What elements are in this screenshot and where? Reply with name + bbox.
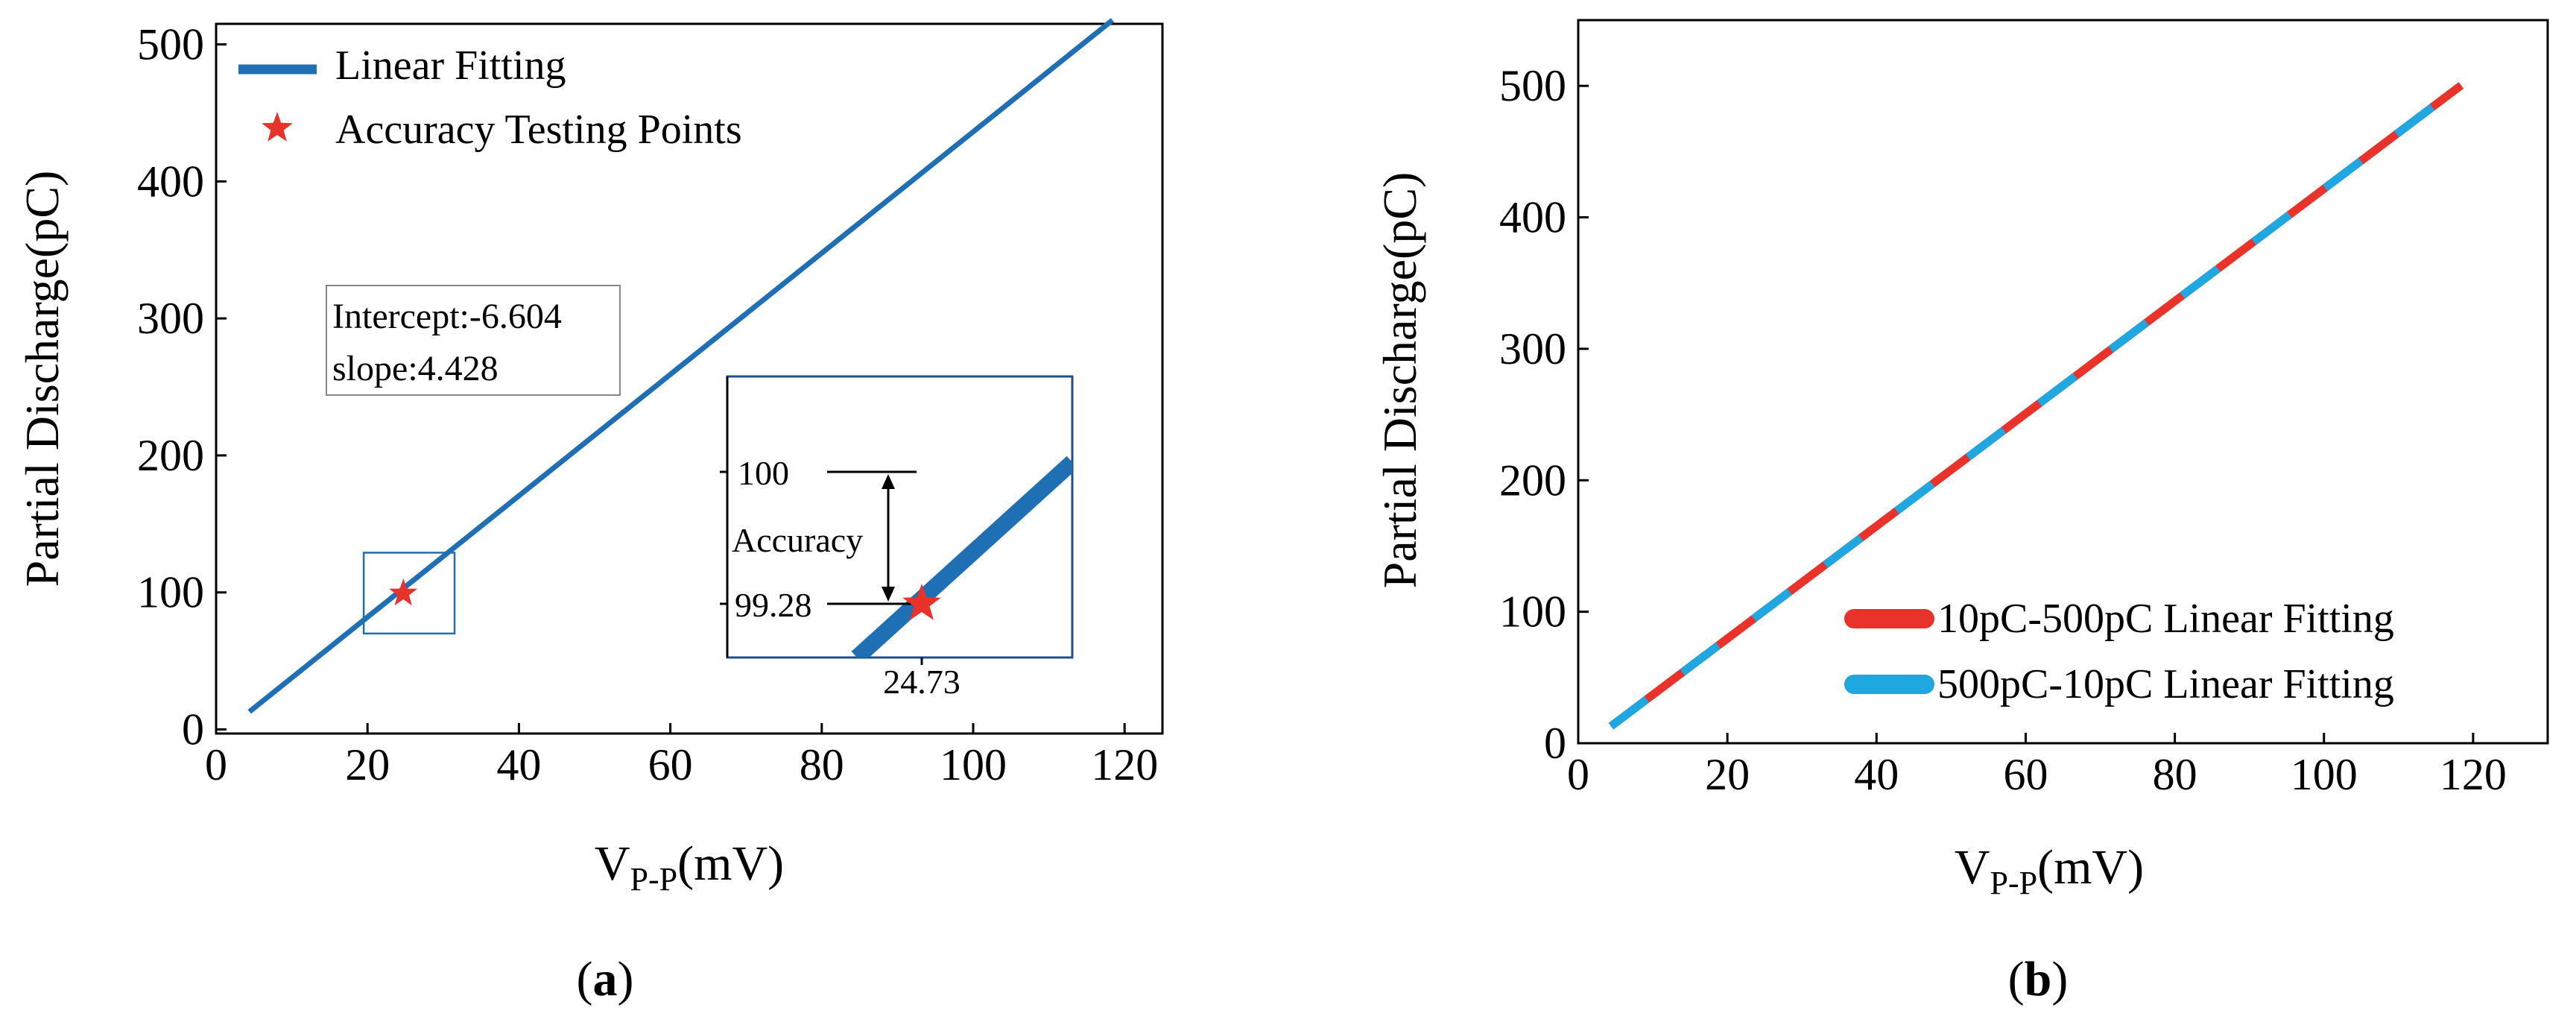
inset-accuracy-label: Accuracy xyxy=(732,521,863,559)
panel-b-legend: 10pC-500pC Linear Fitting 500pC-10pC Lin… xyxy=(1844,596,2394,707)
panel-a-x-ticks: 0 20 40 60 80 100 120 xyxy=(205,723,1158,789)
panel-b-y-axis-label: Partial Discharge(pC) xyxy=(1373,172,1426,589)
panel-b-caption-letter: b xyxy=(2025,952,2052,1006)
panel-b-plot-frame xyxy=(1577,19,2549,745)
legend-linear-fitting-label: Linear Fitting xyxy=(335,42,566,89)
panel-b-y-tick-label: 400 xyxy=(1499,193,1566,242)
intercept-text: Intercept:-6.604 xyxy=(332,297,562,336)
panel-a-x-axis-label: VP-P(mV) xyxy=(595,836,784,898)
panel-b-x-tick-label: 0 xyxy=(1567,750,1589,799)
panel-a-plot-frame xyxy=(215,22,1164,735)
legend-down-label: 500pC-10pC Linear Fitting xyxy=(1937,661,2394,707)
panel-a-y-tick-label: 200 xyxy=(137,431,204,480)
panel-b-y-tick-label: 0 xyxy=(1544,719,1566,768)
panel-a-y-tick-label: 100 xyxy=(137,568,204,617)
fit-parameters-frame xyxy=(326,285,621,396)
panel-a-x-tick-label: 20 xyxy=(345,740,390,789)
panel-b-caption-open: ( xyxy=(2008,952,2025,1006)
panel-a-y-ticks: 0 100 200 300 400 500 xyxy=(137,20,227,754)
panel-a-x-tick-label: 100 xyxy=(940,740,1007,789)
up-fitting-line-red xyxy=(1608,82,2464,730)
x-label-unit: (mV) xyxy=(2037,840,2144,895)
zoom-region-box xyxy=(362,552,456,635)
panel-b-y-tick-label: 300 xyxy=(1499,324,1566,373)
bracket-arrow-up xyxy=(882,474,895,489)
panel-b-y-ticks: 0 100 200 300 400 500 xyxy=(1499,61,1589,768)
panel-a-x-tick-label: 40 xyxy=(496,740,541,789)
panel-a-y-tick-label: 400 xyxy=(137,157,204,206)
zoom-inset: 100 99.28 Accuracy 24.73 xyxy=(720,375,1074,701)
panel-b: 0 20 40 60 80 100 120 0 100 200 300 400 500 10pC-50… xyxy=(1373,19,2549,1006)
inset-test-point-star xyxy=(902,584,941,620)
panel-b-caption: (b) xyxy=(2008,952,2069,1006)
panel-b-x-tick-label: 60 xyxy=(2003,750,2048,799)
panel-a-y-tick-label: 0 xyxy=(182,704,204,754)
legend-star-icon xyxy=(262,112,293,142)
panel-a-y-tick-label: 500 xyxy=(137,20,204,69)
legend-accuracy-points-label: Accuracy Testing Points xyxy=(335,107,742,153)
panel-b-x-axis-label: VP-P(mV) xyxy=(1955,840,2144,901)
panel-b-x-tick-label: 20 xyxy=(1705,750,1750,799)
x-label-sub: P-P xyxy=(1990,865,2038,901)
panel-b-x-tick-label: 80 xyxy=(2153,750,2197,799)
panel-b-x-ticks: 0 20 40 60 80 100 120 xyxy=(1567,733,2507,799)
panel-a-x-tick-label: 120 xyxy=(1091,740,1158,789)
bracket-arrow-down xyxy=(882,587,895,602)
panel-a-caption-letter: a xyxy=(593,952,618,1006)
panel-a-legend: Linear Fitting Accuracy Testing Points xyxy=(238,42,742,153)
panel-b-y-tick-label: 200 xyxy=(1499,455,1566,505)
panel-a-caption: (a) xyxy=(577,952,634,1006)
inset-x-label: 24.73 xyxy=(883,663,961,701)
panel-b-y-tick-label: 100 xyxy=(1499,587,1566,637)
panel-a-caption-close: ) xyxy=(618,952,634,1006)
panel-b-x-tick-label: 120 xyxy=(2440,750,2507,799)
panel-b-caption-close: ) xyxy=(2051,952,2068,1006)
panel-b-y-tick-label: 500 xyxy=(1499,61,1566,110)
panel-b-x-tick-label: 100 xyxy=(2291,750,2358,799)
fit-parameters-box: Intercept:-6.604 slope:4.428 xyxy=(326,285,621,396)
x-label-main: V xyxy=(1955,840,1990,895)
accuracy-test-point-star xyxy=(389,578,418,606)
legend-up-label: 10pC-500pC Linear Fitting xyxy=(1937,596,2394,642)
inset-ref-label: 100 xyxy=(738,454,789,492)
x-label-unit: (mV) xyxy=(677,836,784,891)
panel-a-x-tick-label: 80 xyxy=(800,740,844,789)
inset-fitting-line xyxy=(851,455,1072,657)
panel-a-x-tick-label: 60 xyxy=(648,740,693,789)
linear-fitting-line xyxy=(247,18,1115,714)
panel-a-x-tick-label: 0 xyxy=(205,740,227,789)
panel-a: 0 20 40 60 80 100 120 0 100 200 300 400 500 Linear … xyxy=(16,18,1164,1006)
panel-b-x-tick-label: 40 xyxy=(1854,750,1899,799)
x-label-main: V xyxy=(595,836,630,891)
x-label-sub: P-P xyxy=(630,861,678,898)
slope-text: slope:4.428 xyxy=(332,349,499,388)
inset-measured-label: 99.28 xyxy=(735,586,812,624)
panel-a-caption-open: ( xyxy=(577,952,593,1006)
panel-a-y-tick-label: 300 xyxy=(137,294,204,343)
panel-a-y-axis-label: Partial Discharge(pC) xyxy=(16,171,69,587)
